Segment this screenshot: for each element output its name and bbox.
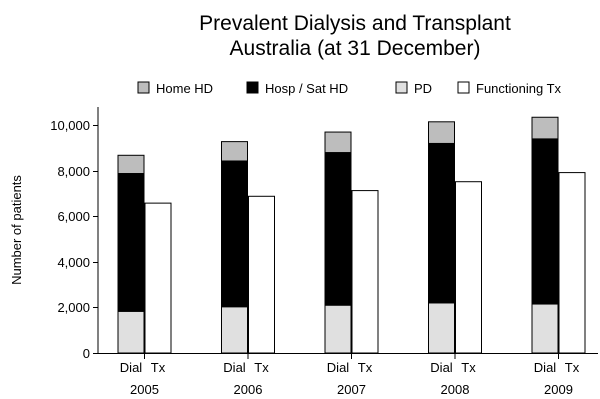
bar-label-dial: Dial [430,360,453,375]
bar-label-dial: Dial [120,360,143,375]
bar-pd-2006 [221,306,248,354]
bar-hosp-sat-hd-2005 [117,173,145,312]
bar-home-hd-2008 [428,121,455,144]
bar-functioning-tx-2008 [455,181,482,354]
bar-pd-2008 [428,302,455,354]
bar-functioning-tx-2006 [248,195,275,354]
bar-label-tx: Tx [358,360,373,375]
legend-swatch-hosp-sat-hd [246,81,259,94]
legend-label-hosp-sat-hd: Hosp / Sat HD [265,81,348,96]
bar-home-hd-2007 [324,131,352,154]
bar-pd-2009 [531,303,559,354]
legend-swatch-functioning-tx [457,81,470,94]
legend-swatch-home-hd [137,81,150,94]
bar-home-hd-2005 [117,154,145,175]
category-labels: Dial Tx 2005 Dial Tx 2006 Dial Tx 2007 Dial Tx 2008… [120,360,580,397]
bar-functioning-tx-2007 [351,190,379,354]
bar-label-tx: Tx [254,360,269,375]
bar-label-dial: Dial [223,360,246,375]
bar-label-dial: Dial [534,360,557,375]
axes: 0 2,000 4,000 6,000 8,000 10,000 [50,107,598,361]
bars [117,116,586,354]
legend-label-functioning-tx: Functioning Tx [476,81,562,96]
bar-functioning-tx-2009 [558,172,586,354]
bar-home-hd-2009 [531,116,559,140]
category-label-2009: 2009 [544,382,573,397]
chart-title-line-2: Australia (at 31 December) [230,37,481,60]
bar-label-dial: Dial [327,360,350,375]
category-label-2005: 2005 [130,382,159,397]
bar-pd-2005 [117,310,145,354]
y-tick-label: 2,000 [57,300,90,315]
bar-pd-2007 [324,304,352,354]
chart-title-line-1: Prevalent Dialysis and Transplant [199,12,511,35]
y-tick-label: 0 [83,346,90,361]
y-tick-label: 10,000 [50,118,90,133]
bar-label-tx: Tx [565,360,580,375]
legend: Home HD Hosp / Sat HD PD Functioning Tx [137,81,562,96]
legend-swatch-pd [395,81,408,94]
bar-hosp-sat-hd-2008 [428,142,455,304]
category-label-2006: 2006 [234,382,263,397]
category-label-2008: 2008 [441,382,470,397]
y-tick-label: 4,000 [57,255,90,270]
bar-hosp-sat-hd-2007 [324,152,352,306]
y-tick-label: 8,000 [57,164,90,179]
legend-label-home-hd: Home HD [156,81,213,96]
y-tick-label: 6,000 [57,209,90,224]
y-axis-label: Number of patients [9,175,24,285]
bar-label-tx: Tx [461,360,476,375]
bar-functioning-tx-2005 [144,202,172,354]
bar-hosp-sat-hd-2009 [531,138,559,305]
bar-home-hd-2006 [221,141,248,162]
bar-hosp-sat-hd-2006 [221,160,248,308]
bar-label-tx: Tx [151,360,166,375]
legend-label-pd: PD [414,81,432,96]
category-label-2007: 2007 [337,382,366,397]
